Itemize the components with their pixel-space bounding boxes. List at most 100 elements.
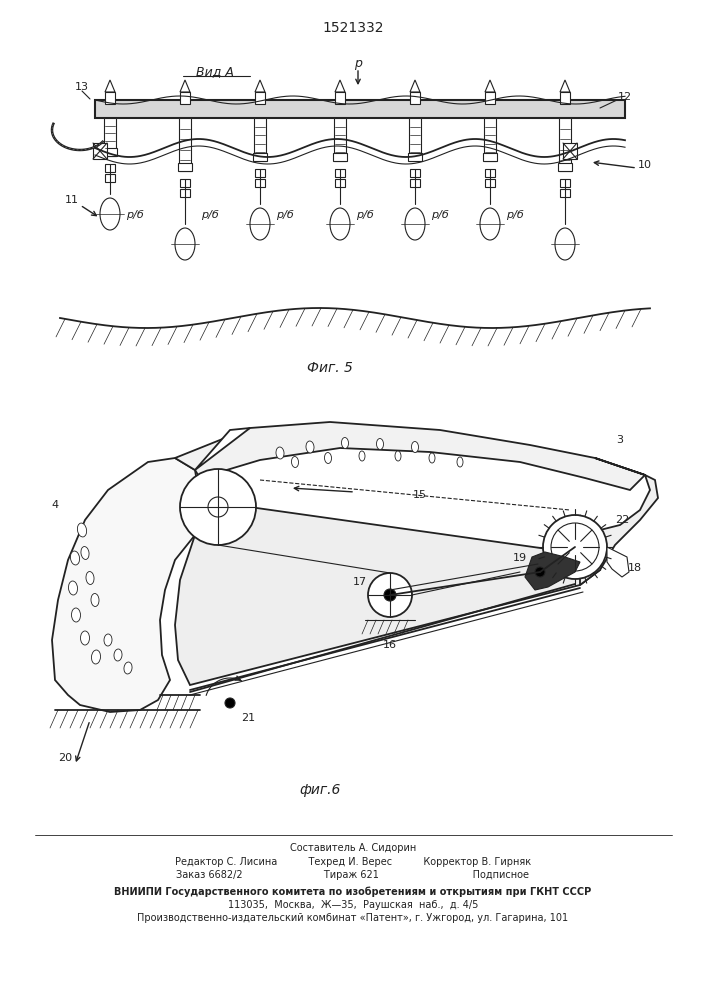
Ellipse shape xyxy=(86,572,94,584)
Polygon shape xyxy=(195,428,250,470)
Text: 1521332: 1521332 xyxy=(322,21,384,35)
Ellipse shape xyxy=(291,457,298,467)
Bar xyxy=(410,92,420,104)
Bar xyxy=(180,92,190,104)
Ellipse shape xyxy=(330,208,350,240)
Text: Редактор С. Лисина          Техред И. Верес          Корректор В. Гирняк: Редактор С. Лисина Техред И. Верес Корре… xyxy=(175,857,531,867)
Polygon shape xyxy=(560,80,570,92)
Ellipse shape xyxy=(457,457,463,467)
Circle shape xyxy=(208,497,228,517)
Ellipse shape xyxy=(81,631,90,645)
Text: 10: 10 xyxy=(638,160,652,170)
Bar xyxy=(410,179,420,187)
Text: Фиг. 5: Фиг. 5 xyxy=(307,361,353,375)
Bar xyxy=(334,118,346,161)
Text: Вид А: Вид А xyxy=(196,66,234,79)
Text: 3: 3 xyxy=(617,435,624,445)
Ellipse shape xyxy=(405,208,425,240)
Text: Составитель А. Сидорин: Составитель А. Сидорин xyxy=(290,843,416,853)
Bar xyxy=(560,92,570,104)
Text: р/б: р/б xyxy=(201,210,219,220)
Text: 19: 19 xyxy=(513,553,527,563)
Circle shape xyxy=(225,698,235,708)
Ellipse shape xyxy=(124,662,132,674)
Polygon shape xyxy=(410,80,420,92)
Text: 12: 12 xyxy=(618,92,632,102)
Bar xyxy=(560,179,570,187)
Bar xyxy=(485,169,495,177)
FancyBboxPatch shape xyxy=(95,100,625,118)
Ellipse shape xyxy=(480,208,500,240)
Circle shape xyxy=(180,469,256,545)
Polygon shape xyxy=(175,500,600,685)
Text: Производственно-издательский комбинат «Патент», г. Ужгород, ул. Гагарина, 101: Производственно-издательский комбинат «П… xyxy=(137,913,568,923)
Bar xyxy=(335,179,345,187)
Bar xyxy=(253,153,267,161)
Bar xyxy=(178,163,192,171)
Bar xyxy=(105,92,115,104)
Ellipse shape xyxy=(359,451,365,461)
Circle shape xyxy=(535,567,545,577)
Ellipse shape xyxy=(429,453,435,463)
Bar xyxy=(335,169,345,177)
Circle shape xyxy=(368,573,412,617)
Polygon shape xyxy=(175,422,645,490)
Bar xyxy=(333,153,347,161)
Ellipse shape xyxy=(377,439,383,449)
Polygon shape xyxy=(255,80,265,92)
Text: 13: 13 xyxy=(75,82,89,92)
Ellipse shape xyxy=(175,228,195,260)
Bar xyxy=(180,179,190,187)
Circle shape xyxy=(384,589,396,601)
Text: ВНИИПИ Государственного комитета по изобретениям и открытиям при ГКНТ СССР: ВНИИПИ Государственного комитета по изоб… xyxy=(115,887,592,897)
Text: р/б: р/б xyxy=(356,210,374,220)
Bar xyxy=(559,118,571,171)
Text: 11: 11 xyxy=(65,195,79,205)
Text: 113035,  Москва,  Ж—35,  Раушская  наб.,  д. 4/5: 113035, Москва, Ж—35, Раушская наб., д. … xyxy=(228,900,478,910)
Text: 22: 22 xyxy=(615,515,629,525)
Text: 15: 15 xyxy=(413,490,427,500)
Ellipse shape xyxy=(104,634,112,646)
Ellipse shape xyxy=(91,594,99,606)
Polygon shape xyxy=(485,80,495,92)
Bar xyxy=(410,169,420,177)
Circle shape xyxy=(551,523,599,571)
Text: 21: 21 xyxy=(241,713,255,723)
Bar xyxy=(335,92,345,104)
Text: р: р xyxy=(354,57,362,70)
Bar xyxy=(254,118,266,161)
Ellipse shape xyxy=(69,581,78,595)
Bar xyxy=(408,153,422,161)
Bar xyxy=(484,118,496,161)
Bar xyxy=(103,148,117,156)
Polygon shape xyxy=(335,80,345,92)
Text: 17: 17 xyxy=(353,577,367,587)
Polygon shape xyxy=(525,552,580,590)
Polygon shape xyxy=(105,80,115,92)
Polygon shape xyxy=(607,547,629,577)
Ellipse shape xyxy=(555,228,575,260)
Circle shape xyxy=(543,515,607,579)
Bar xyxy=(179,118,191,171)
Bar xyxy=(409,118,421,161)
Polygon shape xyxy=(180,80,190,92)
Ellipse shape xyxy=(77,523,86,537)
Text: 4: 4 xyxy=(52,500,59,510)
Bar xyxy=(558,163,572,171)
Polygon shape xyxy=(52,458,200,712)
Ellipse shape xyxy=(114,649,122,661)
Text: р/б: р/б xyxy=(276,210,294,220)
Bar xyxy=(105,174,115,182)
Ellipse shape xyxy=(276,447,284,459)
Text: 20: 20 xyxy=(58,753,72,763)
Bar xyxy=(104,118,116,156)
Bar xyxy=(255,169,265,177)
Text: фиг.6: фиг.6 xyxy=(299,783,341,797)
Ellipse shape xyxy=(325,453,332,463)
Polygon shape xyxy=(580,458,658,585)
Bar xyxy=(563,143,577,159)
Bar xyxy=(255,179,265,187)
Ellipse shape xyxy=(81,547,89,559)
Ellipse shape xyxy=(71,551,80,565)
Text: р/б: р/б xyxy=(506,210,524,220)
